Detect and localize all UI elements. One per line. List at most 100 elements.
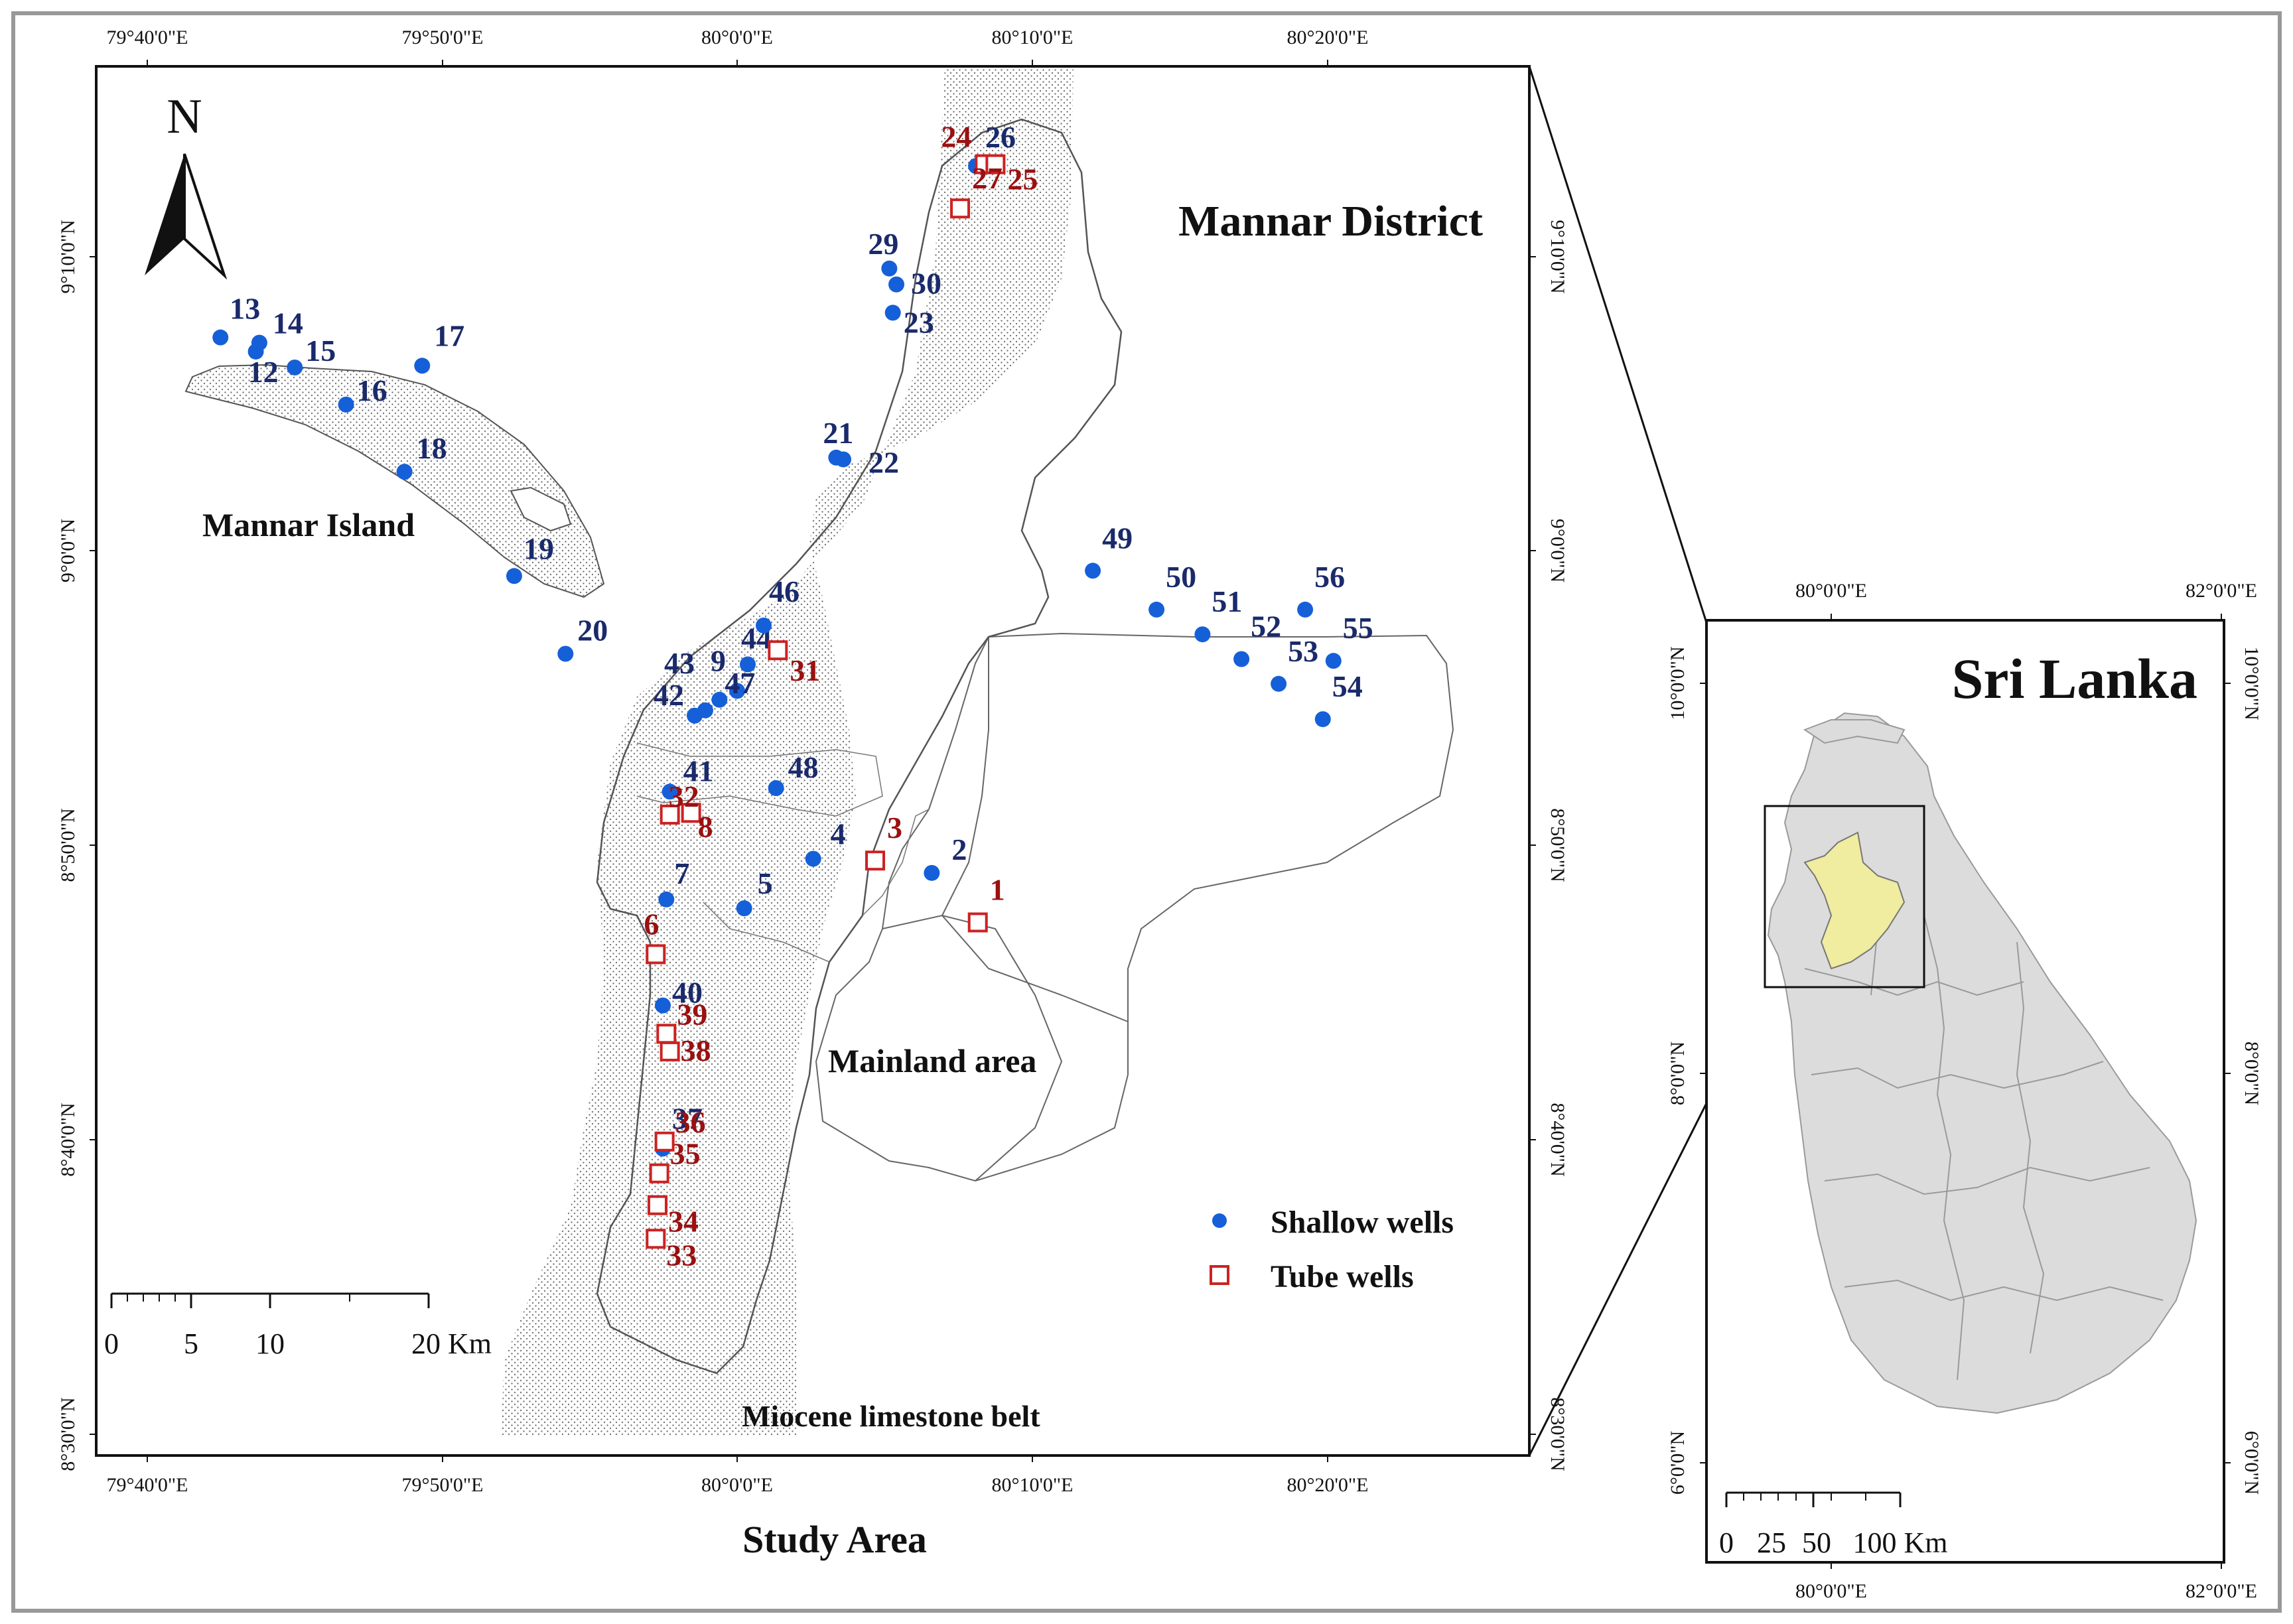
shallow-well-label: 55 — [1343, 611, 1373, 645]
north-arrow-icon: N — [145, 90, 228, 280]
shallow-well-label: 18 — [417, 431, 447, 465]
shallow-well-label: 20 — [577, 614, 608, 647]
shallow-well-label: 9 — [711, 643, 726, 677]
inner-boundary-south — [703, 902, 830, 963]
tube-well-marker — [646, 944, 666, 965]
right-tick-label: 8°40'0"N — [1547, 1103, 1568, 1176]
inset-top-tick: 82°0'0"E — [2186, 580, 2257, 602]
shallow-well-marker — [768, 779, 784, 796]
scale-label: 0 — [104, 1327, 119, 1360]
right-ticks: 9°10'0"N 9°0'0"N 8°50'0"N 8°40'0"N 8°30'… — [1529, 220, 1568, 1471]
shallow-well-label: 40 — [672, 976, 703, 1010]
top-tick-label: 79°40'0"E — [107, 27, 188, 48]
shallow-well-label: 41 — [683, 754, 714, 787]
top-tick-label: 80°10'0"E — [992, 27, 1074, 48]
inset-scale-bar: 0 25 50 100 Km — [1719, 1491, 1948, 1559]
right-tick-label: 9°10'0"N — [1547, 220, 1568, 293]
tube-well-label: 39 — [677, 997, 707, 1031]
tube-well-label: 34 — [668, 1205, 699, 1239]
shallow-well-marker — [881, 260, 898, 277]
shallow-well-marker — [1085, 563, 1101, 579]
shallow-well-marker — [740, 656, 756, 673]
shallow-well-marker — [287, 359, 303, 375]
tube-well-marker — [967, 912, 988, 933]
inset-left-tick: 10°0'0"N — [1667, 646, 1689, 720]
shallow-well-marker — [756, 617, 772, 634]
shallow-well-label: 14 — [273, 306, 303, 340]
shallow-well-label: 17 — [434, 318, 464, 352]
shallow-well-label: 13 — [230, 292, 260, 326]
inset-scale-label: 100 Km — [1853, 1526, 1948, 1559]
left-tick-label: 8°50'0"N — [57, 808, 79, 882]
shallow-well-label: 15 — [305, 334, 336, 368]
left-tick-label: 9°0'0"N — [57, 519, 79, 582]
tube-well-label: 27 — [972, 161, 1003, 195]
tube-well-label: 33 — [666, 1238, 697, 1272]
region-label-island: Mannar Island — [202, 506, 415, 543]
shallow-well-label: 21 — [823, 416, 853, 450]
shallow-well-marker — [212, 329, 229, 346]
shallow-well-marker — [338, 396, 354, 413]
inset-bottom-tick: 82°0'0"E — [2186, 1580, 2257, 1602]
legend-shallow-label: Shallow wells — [1271, 1205, 1454, 1240]
right-tick-label: 9°0'0"N — [1547, 519, 1568, 582]
left-tick-label: 8°40'0"N — [57, 1103, 79, 1176]
legend-tube-marker — [1210, 1265, 1229, 1285]
inset-map: Sri Lanka 80°0'0"E 82°0'0"E 80°0'0"E 82°… — [1667, 580, 2262, 1602]
shallow-well-label: 2 — [951, 833, 967, 866]
shallow-well-label: 37 — [672, 1101, 703, 1135]
mannar-island — [184, 364, 605, 598]
tube-well-marker — [985, 154, 1006, 174]
tube-well-marker — [660, 804, 680, 825]
shallow-well-label: 4 — [831, 817, 846, 851]
shallow-well-label: 47 — [725, 666, 755, 700]
inset-right-tick: 10°0'0"N — [2241, 646, 2262, 720]
shallow-well-marker — [736, 900, 752, 917]
inset-top-tick: 80°0'0"E — [1795, 580, 1867, 602]
tube-well-marker — [950, 198, 971, 219]
tube-well-marker — [660, 1041, 680, 1061]
legend-shallow-marker — [1212, 1213, 1227, 1228]
shallow-well-label: 46 — [769, 575, 799, 608]
tube-well-label: 35 — [670, 1137, 701, 1171]
shallow-well-marker — [1194, 626, 1211, 643]
tube-well-label: 8 — [698, 809, 713, 843]
inset-ticks: 80°0'0"E 82°0'0"E 80°0'0"E 82°0'0"E 10°0… — [1667, 580, 2262, 1602]
shallow-well-marker — [658, 891, 675, 908]
shallow-well-marker — [697, 702, 713, 718]
shallow-well-label: 53 — [1288, 634, 1318, 668]
scale-label: 10 — [255, 1327, 285, 1360]
inset-right-tick: 8°0'0"N — [2241, 1042, 2262, 1105]
tube-well-marker — [865, 850, 886, 871]
shallow-well-label: 23 — [904, 305, 934, 339]
left-ticks: 9°10'0"N 9°0'0"N 8°50'0"N 8°40'0"N 8°30'… — [57, 220, 96, 1471]
region-label-mainland: Mainland area — [828, 1042, 1036, 1079]
shallow-well-marker — [654, 997, 671, 1014]
tube-well-label: 31 — [790, 653, 820, 687]
shallow-well-label: 30 — [911, 267, 941, 301]
shallow-well-marker — [414, 358, 431, 374]
tube-well-label: 36 — [675, 1105, 706, 1139]
shallow-well-label: 16 — [357, 373, 387, 407]
top-ticks: 79°40'0"E 79°50'0"E 80°0'0"E 80°10'0"E 8… — [107, 27, 1368, 66]
shallow-well-marker — [835, 451, 852, 468]
legend-tube-label: Tube wells — [1271, 1259, 1414, 1294]
tube-well-label: 25 — [1007, 163, 1038, 196]
tube-well-label: 6 — [644, 907, 659, 941]
inset-scale-label: 0 — [1719, 1526, 1734, 1559]
shallow-well-marker — [1314, 711, 1331, 728]
shallow-well-label: 48 — [788, 750, 819, 784]
shallow-well-marker — [1148, 601, 1165, 618]
shallow-well-label: 54 — [1332, 669, 1363, 703]
tube-well-label: 32 — [669, 779, 699, 813]
tube-well-label: 24 — [941, 120, 971, 154]
shallow-well-label: 7 — [674, 856, 689, 890]
region-label-limestone: Miocene limestone belt — [742, 1399, 1040, 1433]
inner-boundary-north — [636, 742, 883, 817]
shallow-well-label: 56 — [1314, 560, 1345, 594]
left-tick-label: 8°30'0"N — [57, 1397, 79, 1471]
shallow-well-marker — [1325, 653, 1342, 669]
bottom-tick-label: 80°0'0"E — [701, 1474, 773, 1496]
top-tick-label: 79°50'0"E — [402, 27, 484, 48]
